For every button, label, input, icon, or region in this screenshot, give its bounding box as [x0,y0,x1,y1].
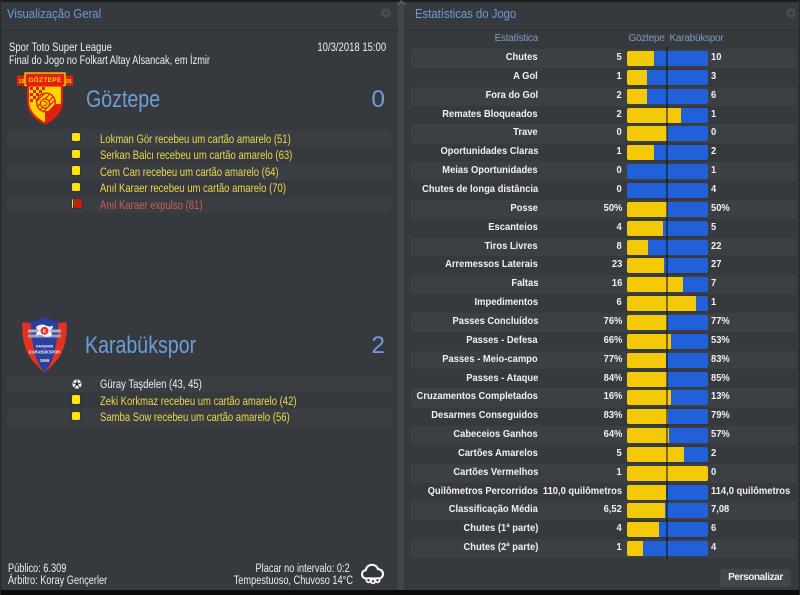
svg-text:19: 19 [18,79,24,85]
svg-text:25: 25 [65,79,71,85]
svg-text:GÖZTEPE: GÖZTEPE [28,75,62,84]
svg-text:KARABÜKSPOR: KARABÜKSPOR [29,349,60,356]
svg-text:K: K [43,329,47,335]
svg-text:1969: 1969 [40,358,50,363]
svg-text:KARDEMIR: KARDEMIR [36,345,54,349]
